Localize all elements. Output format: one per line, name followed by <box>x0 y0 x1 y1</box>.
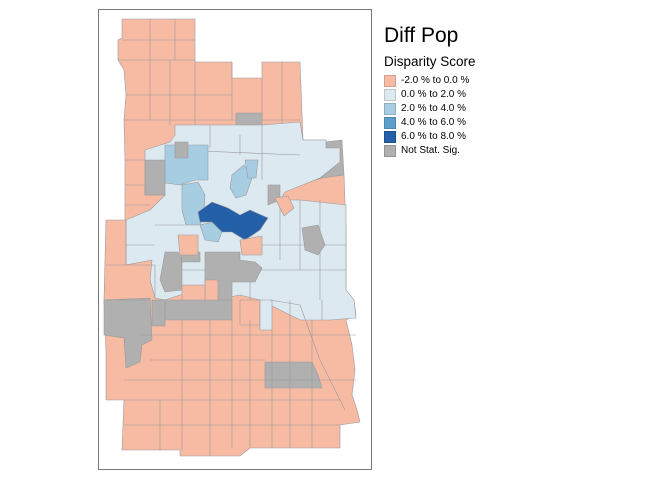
region-neg-central-3 <box>239 235 263 256</box>
region-ns-center-1 <box>144 159 166 196</box>
legend-title: Diff Pop <box>384 24 459 47</box>
legend-label: -2.0 % to 0.0 % <box>401 74 470 86</box>
region-ns-east-2 <box>301 224 326 256</box>
legend-item: 2.0 % to 4.0 % <box>384 102 584 115</box>
map-frame <box>98 9 372 470</box>
region-neg-central-4 <box>204 279 219 301</box>
legend-label: Not Stat. Sig. <box>401 144 460 156</box>
legend-swatch <box>384 102 396 115</box>
legend-item: Not Stat. Sig. <box>384 144 584 157</box>
legend-label: 6.0 % to 8.0 % <box>401 130 467 142</box>
legend-swatch <box>384 144 396 157</box>
region-ns-center-2 <box>174 141 189 159</box>
legend: Diff Pop Disparity Score -2.0 % to 0.0 %… <box>384 24 584 158</box>
region-ns-south-3 <box>164 299 233 321</box>
region-ns-southwest <box>103 297 153 369</box>
region-neg-central-2 <box>274 195 295 217</box>
region-west-lines <box>106 220 156 301</box>
legend-swatch <box>384 116 396 129</box>
legend-item: 0.0 % to 2.0 % <box>384 88 584 101</box>
legend-label: 0.0 % to 2.0 % <box>401 88 467 100</box>
region-neg-central-5 <box>181 284 206 301</box>
legend-swatch <box>384 88 396 101</box>
legend-subtitle: Disparity Score <box>384 54 476 69</box>
legend-items: -2.0 % to 0.0 % 0.0 % to 2.0 % 2.0 % to … <box>384 74 584 157</box>
region-neg-central-1 <box>177 234 199 256</box>
legend-item: -2.0 % to 0.0 % <box>384 74 584 87</box>
region-ns-sw-small <box>151 299 166 327</box>
region-blue-2-4-ne2 <box>244 159 259 179</box>
city-outline <box>103 18 361 457</box>
legend-label: 2.0 % to 4.0 % <box>401 102 467 114</box>
region-south-lines <box>124 299 356 456</box>
legend-item: 4.0 % to 6.0 % <box>384 116 584 129</box>
legend-label: 4.0 % to 6.0 % <box>401 116 467 128</box>
region-light-blue-se <box>259 299 273 331</box>
legend-swatch <box>384 74 396 87</box>
legend-swatch <box>384 130 396 143</box>
region-ns-southeast <box>264 361 323 389</box>
legend-item: 6.0 % to 8.0 % <box>384 130 584 143</box>
region-blue-6-8-downtown <box>197 201 269 241</box>
region-blue-2-4-south <box>199 221 223 243</box>
region-blue-2-4-ne <box>229 164 253 199</box>
